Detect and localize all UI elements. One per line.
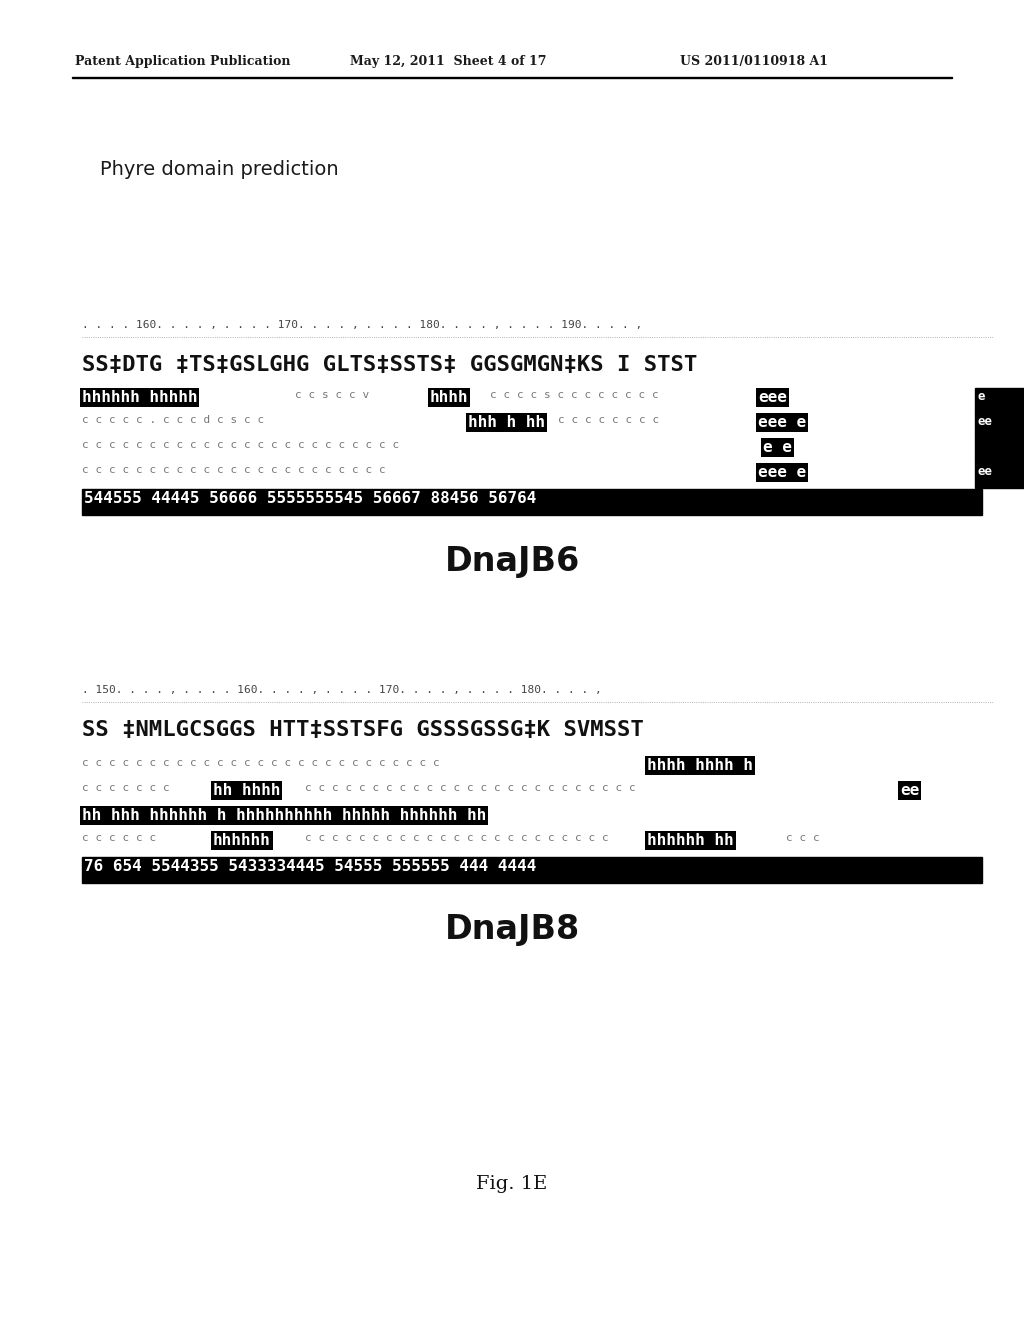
Bar [975,438,1024,463]
Bar [975,463,1024,488]
Bar [82,857,982,883]
Text: SS ‡NMLGCSGGS HTT‡SSTSFG GSSSGSSG‡K SVMSST: SS ‡NMLGCSGGS HTT‡SSTSFG GSSSGSSG‡K SVMS… [82,719,644,741]
Text: e e: e e [763,440,792,455]
Text: hhhh hhhh h: hhhh hhhh h [647,758,753,774]
Text: 76 654 5544355 5433334445 54555 555555 444 4444: 76 654 5544355 5433334445 54555 555555 4… [84,859,537,874]
Bar [82,488,982,515]
Text: hhhhhh hh: hhhhhh hh [647,833,733,847]
Text: eee e: eee e [758,414,806,430]
Text: hhhhhh hhhhh: hhhhhh hhhhh [82,389,198,405]
Text: ee: ee [977,465,992,478]
Text: 544555 44445 56666 5555555545 56667 88456 56764: 544555 44445 56666 5555555545 56667 8845… [84,491,537,506]
Text: Patent Application Publication: Patent Application Publication [75,55,291,69]
Text: c c c c c . c c c d c s c c: c c c c c . c c c d c s c c [82,414,264,425]
Text: c c c c c c c c c c c c c c c c c c c c c c c: c c c c c c c c c c c c c c c c c c c c … [305,833,608,843]
Text: hh hhh hhhhhh h hhhhhhhhhh hhhhh hhhhhh hh: hh hhh hhhhhh h hhhhhhhhhh hhhhh hhhhhh … [82,808,486,822]
Text: DnaJB6: DnaJB6 [444,545,580,578]
Text: eee: eee [758,389,786,405]
Text: ee: ee [900,783,920,799]
Text: e: e [977,389,984,403]
Text: DnaJB8: DnaJB8 [444,913,580,946]
Text: c c c c c c c c c c c c c c c c c c c c c c c c c: c c c c c c c c c c c c c c c c c c c c … [305,783,636,793]
Text: hhhhhh: hhhhhh [213,833,270,847]
Text: c c c: c c c [786,833,820,843]
Text: c c s c c v: c c s c c v [295,389,370,400]
Text: hhh h hh: hhh h hh [468,414,545,430]
Text: eee e: eee e [758,465,806,480]
Bar [975,413,1024,438]
Text: c c c c c c c c c c c c c c c c c c c c c c c c c c c: c c c c c c c c c c c c c c c c c c c c … [82,758,439,768]
Text: . . . . 160. . . . , . . . . 170. . . . , . . . . 180. . . . , . . . . 190. . . : . . . . 160. . . . , . . . . 170. . . . … [82,319,642,330]
Text: May 12, 2011  Sheet 4 of 17: May 12, 2011 Sheet 4 of 17 [350,55,547,69]
Text: Fig. 1E: Fig. 1E [476,1175,548,1193]
Text: ee: ee [977,414,992,428]
Text: c c c c c c c c c c c c c c c c c c c c c c c c: c c c c c c c c c c c c c c c c c c c c … [82,440,399,450]
Text: Phyre domain prediction: Phyre domain prediction [100,160,339,180]
Text: c c c c s c c c c c c c c: c c c c s c c c c c c c c [490,389,658,400]
Text: . 150. . . . , . . . . 160. . . . , . . . . 170. . . . , . . . . 180. . . . ,: . 150. . . . , . . . . 160. . . . , . . … [82,685,602,696]
Text: SS‡DTG ‡TS‡GSLGHG GLTS‡SSTS‡ GGSGMGN‡KS I STST: SS‡DTG ‡TS‡GSLGHG GLTS‡SSTS‡ GGSGMGN‡KS … [82,355,697,375]
Text: c c c c c c c: c c c c c c c [82,783,170,793]
Text: hhhh: hhhh [430,389,469,405]
Text: US 2011/0110918 A1: US 2011/0110918 A1 [680,55,828,69]
Text: c c c c c c c c c c c c c c c c c c c c c c c: c c c c c c c c c c c c c c c c c c c c … [82,465,386,475]
Text: c c c c c c c c: c c c c c c c c [558,414,659,425]
Text: c c c c c c: c c c c c c [82,833,157,843]
Text: hh hhhh: hh hhhh [213,783,281,799]
Bar [975,388,1024,413]
